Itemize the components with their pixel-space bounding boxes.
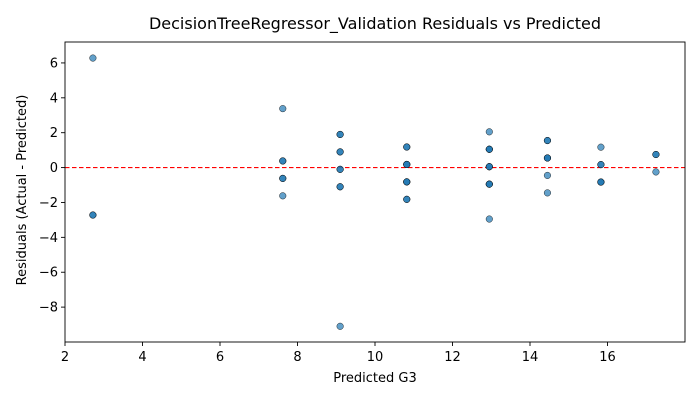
axes: 2 4 6 8 10 12 14 16 6 4 2 0 −2 −4 −6 −8	[39, 41, 686, 365]
data-point	[652, 168, 660, 176]
x-tick-label: 4	[138, 350, 146, 365]
data-point	[485, 180, 493, 188]
x-axis-label: Predicted G3	[333, 371, 417, 386]
x-tick-label: 14	[522, 350, 539, 365]
data-point	[543, 171, 551, 179]
x-tick-label: 12	[444, 350, 461, 365]
y-axis-label: Residuals (Actual - Predicted)	[15, 95, 30, 286]
data-point	[403, 195, 411, 203]
data-point	[597, 178, 605, 186]
data-point	[652, 150, 660, 159]
data-point	[543, 154, 551, 162]
plot-frame	[64, 41, 686, 343]
data-point	[403, 143, 411, 151]
data-point	[336, 165, 344, 173]
data-point	[279, 105, 287, 113]
y-tick-label: −6	[39, 266, 58, 281]
data-point	[485, 215, 493, 223]
y-tick-label: 6	[50, 56, 58, 71]
data-point	[279, 157, 287, 165]
data-point	[89, 54, 97, 62]
data-point	[485, 145, 493, 153]
y-tick-label: −4	[39, 231, 58, 246]
data-point	[597, 143, 605, 151]
data-point	[336, 322, 344, 330]
y-tick-label: 2	[50, 126, 58, 141]
chart-title: DecisionTreeRegressor_Validation Residua…	[149, 14, 601, 34]
y-tick-label: −2	[39, 196, 58, 211]
data-point	[336, 130, 344, 138]
plot-area	[65, 54, 685, 330]
x-tick-label: 10	[367, 350, 384, 365]
x-tick-label: 16	[599, 350, 616, 365]
y-tick-label: 4	[50, 91, 58, 106]
data-point	[279, 192, 287, 200]
data-point	[403, 178, 411, 186]
data-point	[543, 189, 551, 197]
data-point	[485, 163, 493, 171]
data-point	[597, 161, 605, 169]
y-tick-label: −8	[39, 301, 58, 316]
data-point	[543, 136, 551, 145]
data-point	[89, 211, 97, 219]
data-point	[485, 128, 493, 136]
x-tick-label: 2	[61, 350, 69, 365]
data-point	[279, 174, 287, 182]
y-tick-label: 0	[50, 161, 58, 176]
data-point	[336, 183, 344, 191]
data-point	[403, 160, 411, 168]
x-tick-label: 8	[293, 350, 301, 365]
x-tick-label: 6	[216, 350, 224, 365]
data-point	[336, 148, 344, 156]
